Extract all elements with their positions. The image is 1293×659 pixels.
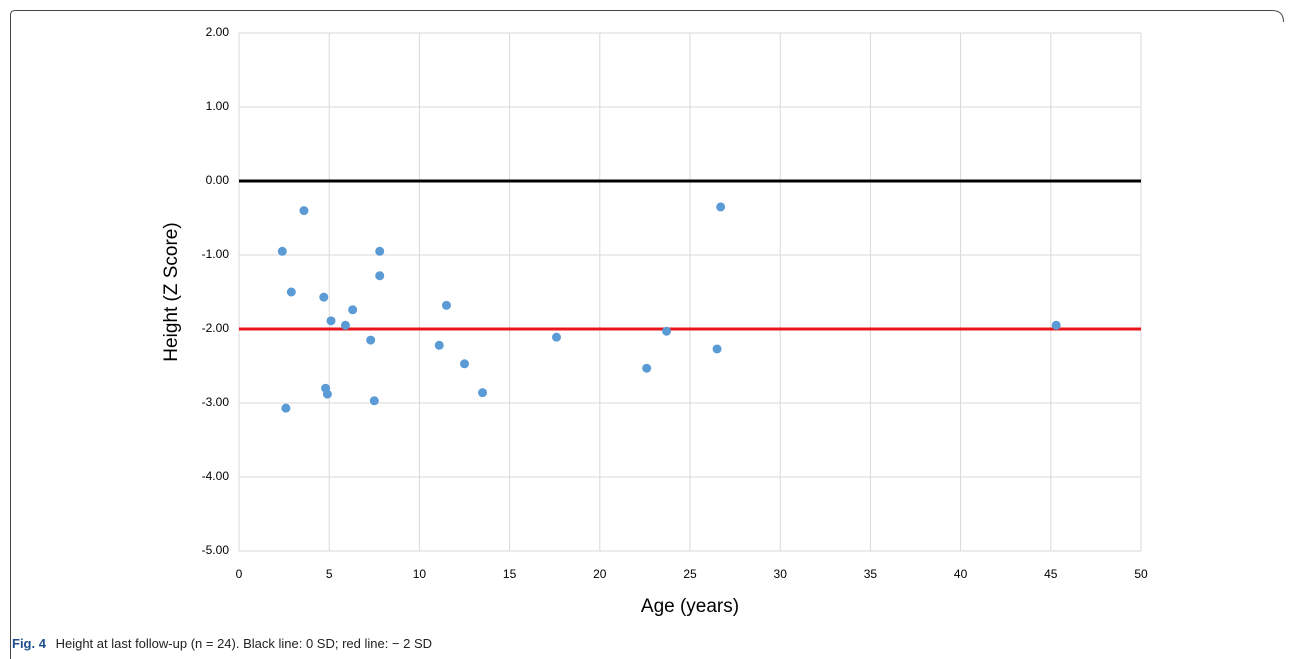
data-point [662,326,672,336]
x-tick-label: 25 [683,567,697,581]
data-point [348,305,358,315]
y-tick-label: 0.00 [206,173,230,187]
caption-text: Height at last follow-up (n = 24). Black… [56,636,432,651]
data-point [366,335,376,345]
data-point [642,363,652,373]
data-point [460,359,469,369]
x-tick-label: 15 [503,567,517,581]
caption: Fig. 4 Height at last follow-up (n = 24)… [12,636,432,651]
data-point [286,287,296,297]
x-tick-label: 10 [413,567,427,581]
data-point [441,300,451,310]
data-point [326,316,336,326]
x-tick-label: 5 [326,567,333,581]
data-point [375,271,385,281]
data-point [478,388,488,398]
x-tick-label: 45 [1044,567,1058,581]
x-tick-label: 35 [864,567,878,581]
data-point [375,246,385,256]
data-point [552,332,562,342]
data-point [712,344,722,354]
x-tick-label: 50 [1134,567,1148,581]
data-point [434,340,444,350]
x-tick-label: 30 [774,567,788,581]
data-point [281,403,291,413]
y-tick-label: -5.00 [202,543,230,557]
data-point [340,320,350,330]
y-tick-label: 1.00 [206,99,230,113]
y-tick-label: 2.00 [206,25,230,39]
data-point [716,202,726,212]
y-tick-label: -2.00 [202,321,230,335]
data-point [321,383,331,393]
y-axis-title: Height (Z Score) [161,222,182,361]
x-tick-label: 40 [954,567,968,581]
data-point [319,292,329,302]
figure-frame [10,10,1284,659]
y-tick-label: -1.00 [202,247,230,261]
x-tick-label: 0 [236,567,243,581]
data-point [299,206,309,216]
data-point [1051,320,1061,330]
data-point [369,396,379,406]
caption-label: Fig. 4 [12,636,47,651]
x-tick-label: 20 [593,567,607,581]
y-tick-label: -4.00 [202,469,230,483]
data-point [277,246,287,256]
x-axis-title: Age (years) [641,596,739,617]
y-tick-label: -3.00 [202,395,230,409]
